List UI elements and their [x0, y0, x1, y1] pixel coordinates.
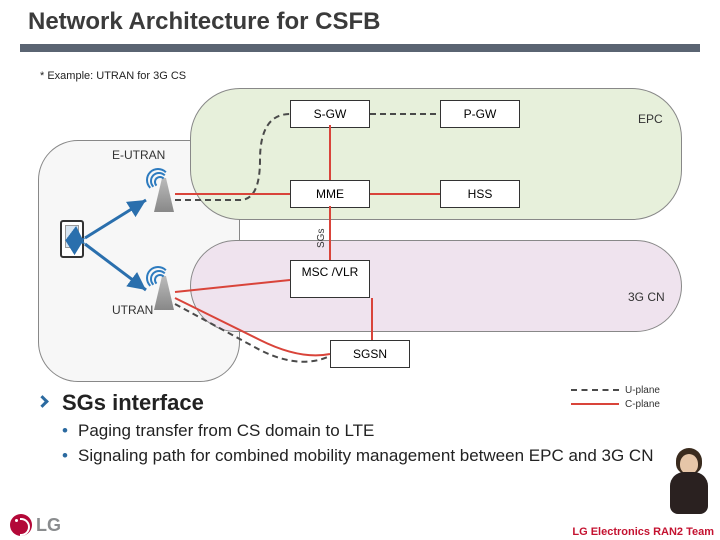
- legend-uplane-label: U-plane: [625, 385, 660, 396]
- bullet-list: Paging transfer from CS domain to LTE Si…: [62, 420, 682, 470]
- lg-logo-text: LG: [36, 515, 61, 536]
- zone-epc: [190, 88, 682, 220]
- ue-icon: [60, 220, 84, 258]
- zone-label-utran: UTRAN: [112, 303, 153, 317]
- title-underline: [20, 44, 700, 52]
- person-photo: [656, 448, 716, 518]
- zone-3gcn: [190, 240, 682, 332]
- subheading: SGs interface: [62, 390, 204, 416]
- legend-uplane-line: [571, 389, 619, 391]
- zone-label-3gcn: 3G CN: [628, 290, 665, 304]
- nodeb-icon: [150, 270, 178, 314]
- lg-logo-icon: [10, 514, 32, 536]
- label-sgs: SGs: [316, 229, 327, 248]
- node-mme: MME: [290, 180, 370, 208]
- node-sgw: S-GW: [290, 100, 370, 128]
- legend-cplane-line: [571, 403, 619, 405]
- subhead-marker-icon: [36, 395, 49, 408]
- enb-icon: [150, 172, 178, 216]
- node-hss: HSS: [440, 180, 520, 208]
- zone-label-epc: EPC: [638, 112, 663, 126]
- bullet-item: Paging transfer from CS domain to LTE: [62, 420, 682, 443]
- example-note: * Example: UTRAN for 3G CS: [40, 70, 186, 82]
- bullet-item: Signaling path for combined mobility man…: [62, 445, 682, 468]
- node-sgsn: SGSN: [330, 340, 410, 368]
- legend-cplane-label: C-plane: [625, 399, 660, 410]
- zone-label-eutran: E-UTRAN: [112, 148, 165, 162]
- footer-text: LG Electronics RAN2 Team: [572, 526, 714, 538]
- node-pgw: P-GW: [440, 100, 520, 128]
- legend: U-plane C-plane: [571, 383, 660, 411]
- page-title: Network Architecture for CSFB: [28, 8, 381, 36]
- node-mscvlr: MSC /VLR: [290, 260, 370, 298]
- lg-logo: LG: [10, 514, 61, 536]
